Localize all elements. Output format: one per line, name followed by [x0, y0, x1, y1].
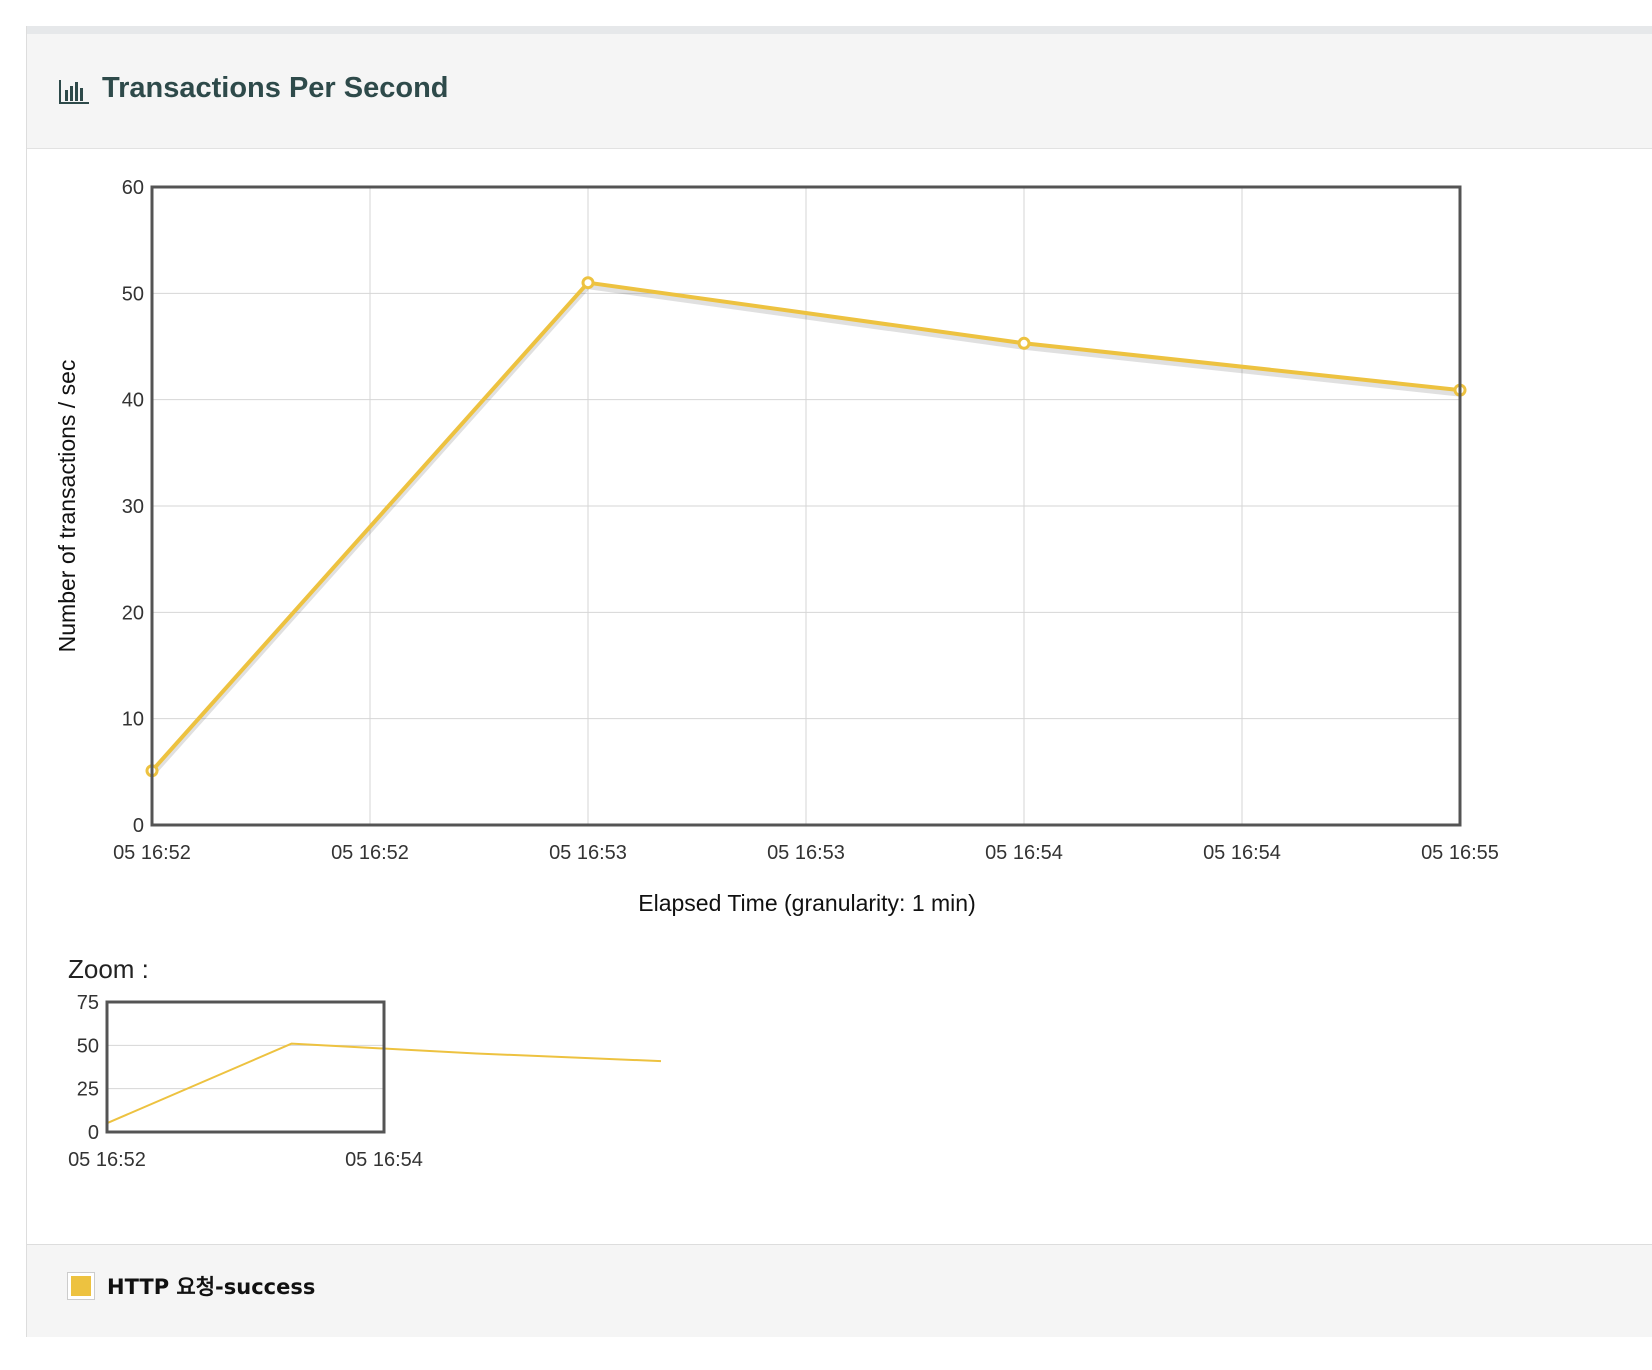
main-x-axis-label: Elapsed Time (granularity: 1 min) — [638, 890, 975, 916]
panel-heading: Transactions Per Second — [27, 34, 1652, 149]
main-series-shadow — [150, 284, 1461, 777]
main-plot-frame — [150, 185, 1462, 827]
zoom-label: Zoom : — [68, 954, 149, 984]
main-y-tick-label: 40 — [122, 390, 144, 412]
zoom-y-tick-label: 75 — [77, 992, 99, 1014]
zoom-x-tick-label: 05 16:54 — [345, 1149, 423, 1171]
main-y-axis-label: Number of transactions / sec — [54, 360, 80, 653]
main-x-tick-label: 05 16:52 — [113, 842, 191, 864]
main-y-tick-label: 50 — [122, 283, 144, 305]
main-y-tick-label: 30 — [122, 496, 144, 518]
main-data-point — [581, 276, 595, 290]
zoom-y-tick-label: 25 — [77, 1079, 99, 1101]
zoom-y-tick-label: 50 — [77, 1035, 99, 1057]
main-y-tick-label: 0 — [133, 815, 144, 837]
main-x-tick-label: 05 16:54 — [1203, 842, 1281, 864]
legend-bar: HTTP 요청-success — [27, 1244, 1652, 1337]
panel-title: Transactions Per Second — [102, 72, 449, 104]
main-y-tick-label: 60 — [122, 177, 144, 199]
zoom-y-tick-label: 0 — [88, 1122, 99, 1144]
main-x-tick-label: 05 16:54 — [985, 842, 1063, 864]
main-data-point — [1017, 336, 1031, 350]
tps-panel: Transactions Per Second 0 10 20 30 40 50 60 05 … — [26, 26, 1652, 1337]
main-x-tick-label: 05 16:53 — [767, 842, 845, 864]
bar-chart-icon — [59, 80, 89, 104]
main-y-tick-label: 20 — [122, 602, 144, 624]
main-x-tick-label: 05 16:53 — [549, 842, 627, 864]
panel-top-bar — [27, 26, 1652, 34]
main-y-tick-label: 10 — [122, 709, 144, 731]
legend-color-swatch — [71, 1276, 91, 1296]
main-x-tick-label: 05 16:55 — [1421, 842, 1499, 864]
main-x-tick-label: 05 16:52 — [331, 842, 409, 864]
legend-item-http-success[interactable]: HTTP 요청-success — [67, 1271, 315, 1301]
legend-swatch-box — [67, 1272, 95, 1300]
tps-chart[interactable]: 0 10 20 30 40 50 60 05 16:52 05 16:52 05 16:53 05 … — [27, 149, 1652, 1239]
legend-label: HTTP 요청-success — [107, 1275, 316, 1299]
main-series-line — [150, 280, 1461, 773]
zoom-plot-frame — [105, 1000, 386, 1134]
zoom-x-tick-label: 05 16:52 — [68, 1149, 146, 1171]
